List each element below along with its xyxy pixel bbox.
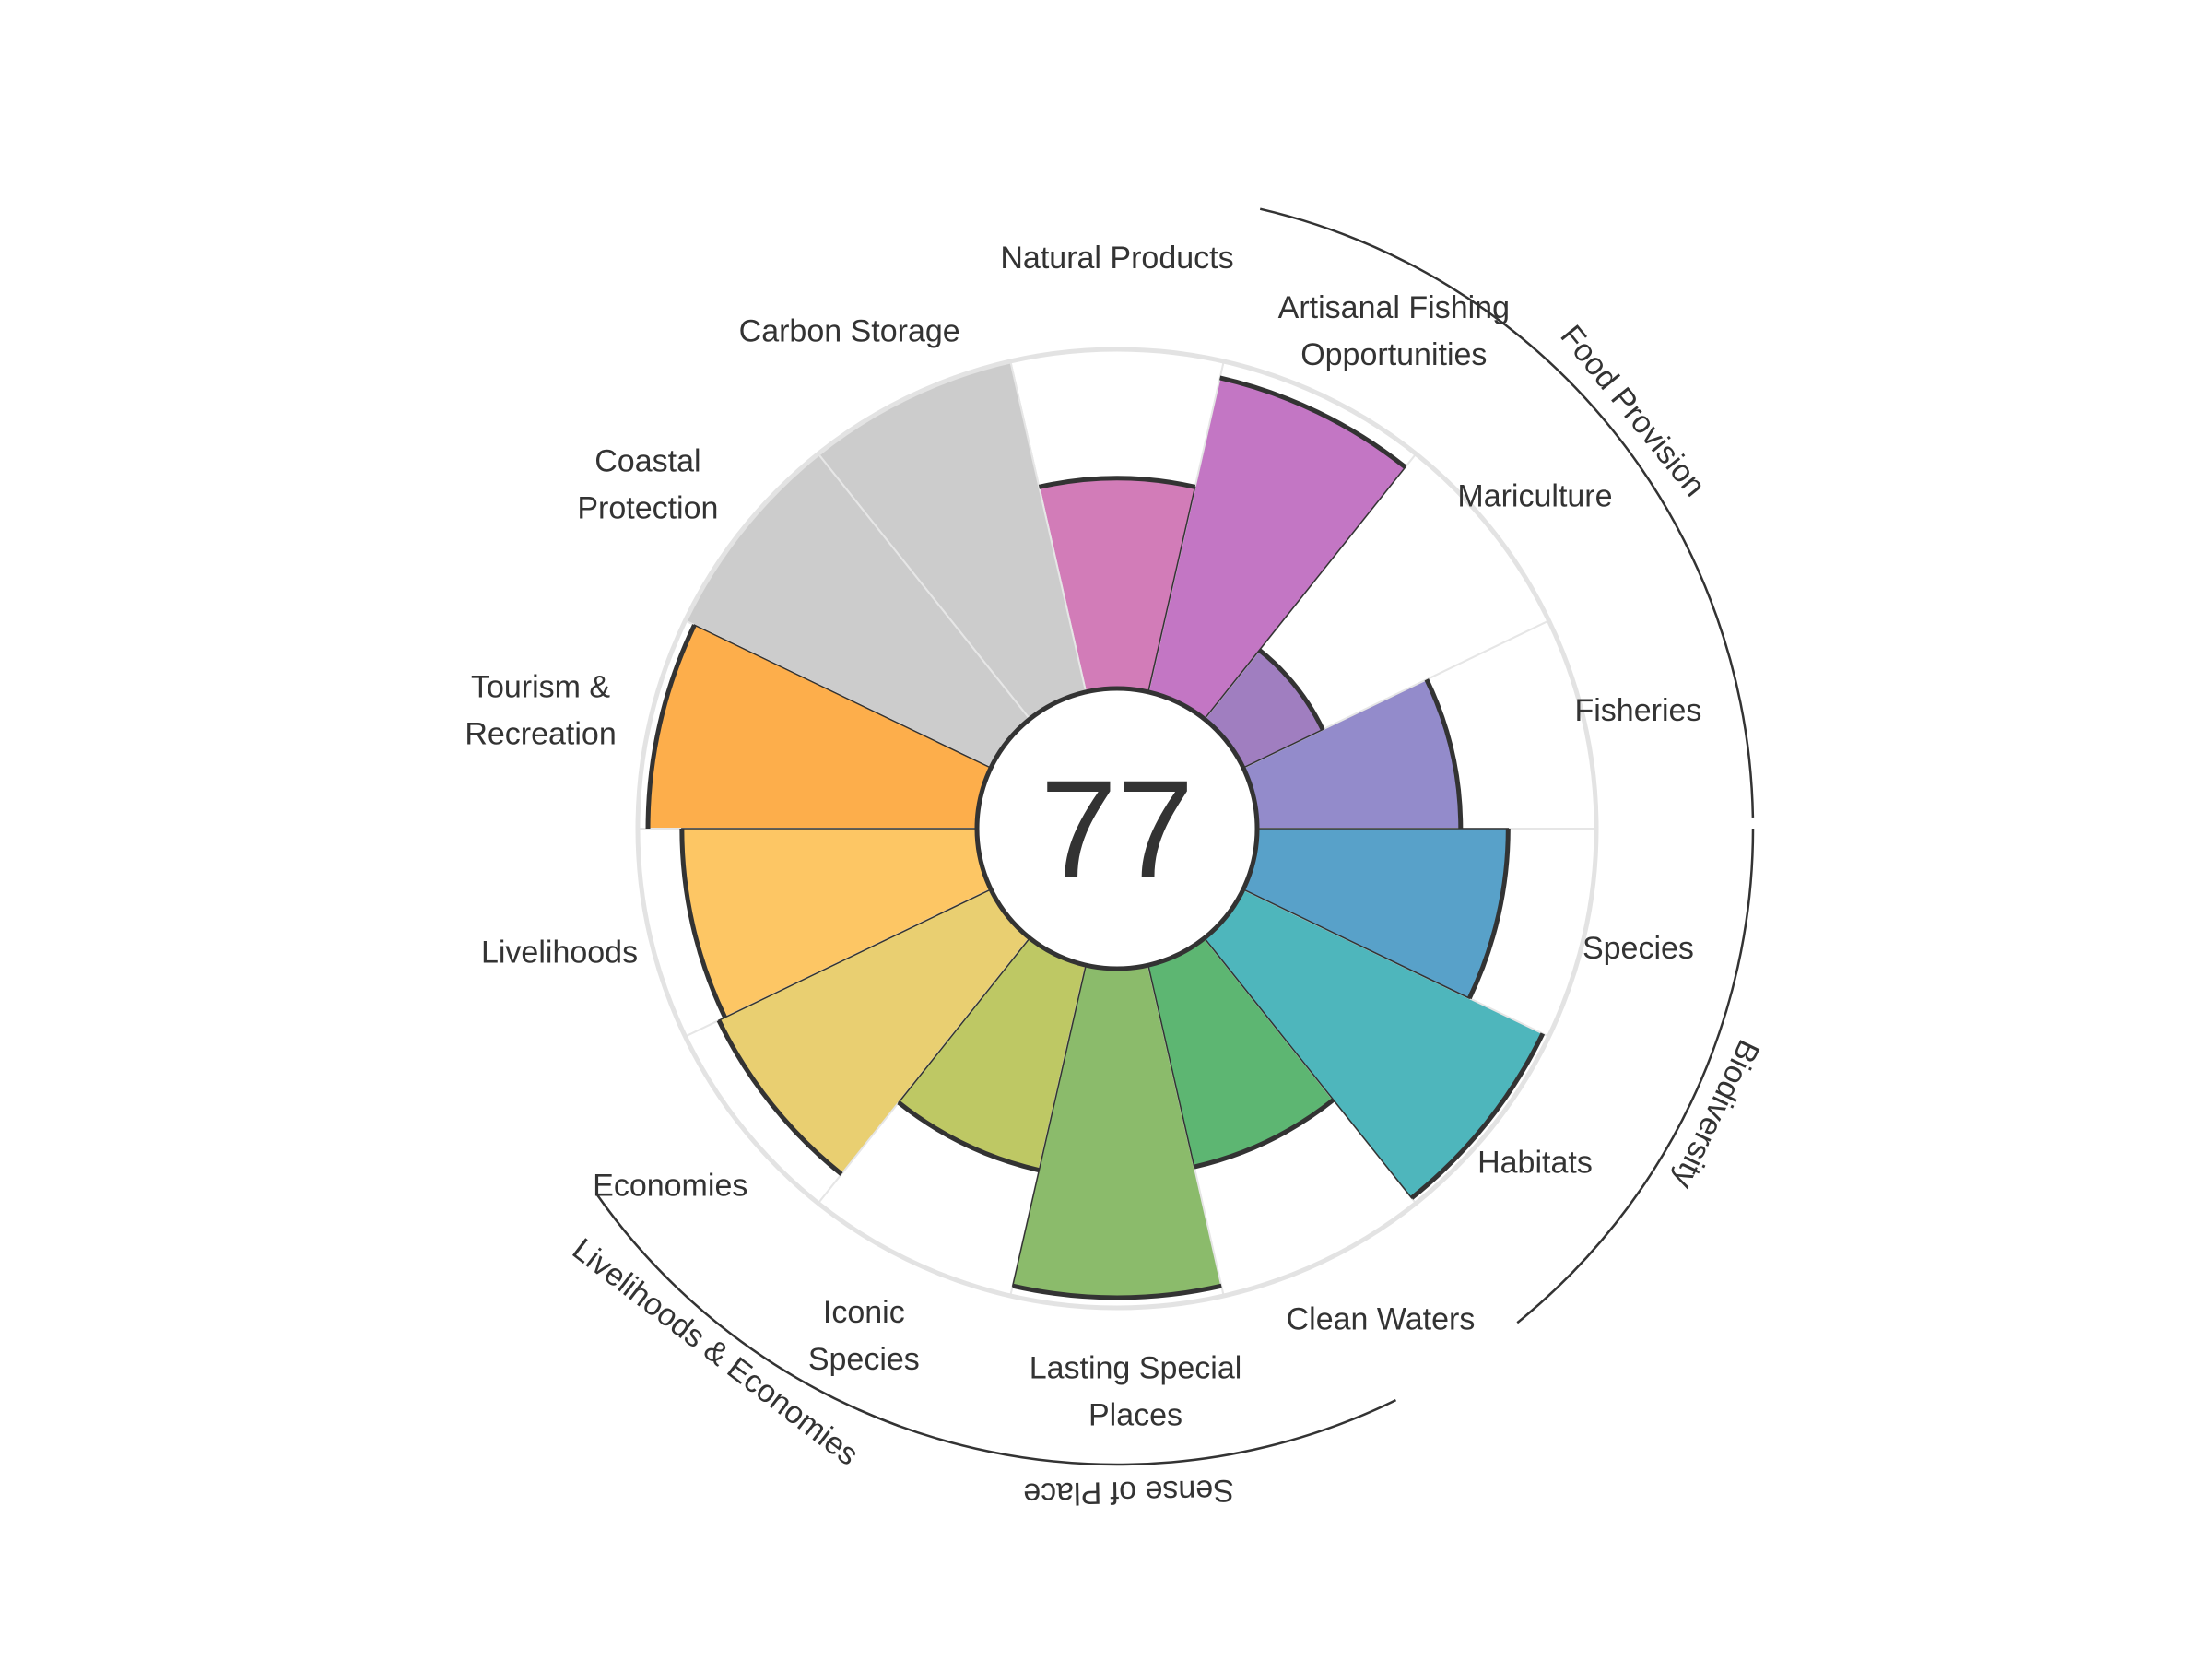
group-label-biodiversity: Biodiversity bbox=[1665, 1034, 1766, 1194]
goal-label-carbon-storage: Carbon Storage bbox=[739, 313, 960, 348]
group-arc-sense-of-place bbox=[857, 1399, 1397, 1466]
group-arc-biodiversity bbox=[1516, 828, 1755, 1324]
petal-outline-tourism-and-recreation bbox=[645, 624, 697, 830]
goal-label-economies: Economies bbox=[593, 1169, 747, 1204]
outer-gridline-circle bbox=[635, 347, 1599, 1311]
petal-outline-fisheries bbox=[1424, 678, 1464, 830]
goal-label-clean-waters: Clean Waters bbox=[1287, 1302, 1476, 1337]
goal-label-lasting-special-places: Lasting Special Places bbox=[1030, 1351, 1242, 1433]
goal-label-coastal-protection: Coastal Protection bbox=[577, 443, 718, 525]
petal-outline-artisanal-fishing-opportunities bbox=[1219, 375, 1407, 469]
goal-label-line: Artisanal Fishing bbox=[1278, 290, 1510, 325]
goal-label-artisanal-fishing-opportunities: Artisanal Fishing Opportunities bbox=[1278, 290, 1510, 372]
goal-label-natural-products: Natural Products bbox=[1000, 241, 1233, 276]
goal-label-line: Tourism & bbox=[471, 669, 610, 704]
goal-label-iconic-species: Iconic Species bbox=[808, 1295, 920, 1377]
goal-label-line: Recreation bbox=[465, 716, 616, 751]
goal-label-line: Carbon Storage bbox=[739, 313, 960, 348]
goal-label-line: Economies bbox=[593, 1169, 747, 1204]
goal-label-line: Lasting Special bbox=[1030, 1351, 1242, 1386]
petal-outline-iconic-species bbox=[897, 1100, 1040, 1173]
petal-outline-livelihoods bbox=[679, 828, 727, 1018]
petal-outline-species bbox=[1467, 828, 1511, 1000]
goal-label-line: Coastal bbox=[594, 443, 700, 478]
group-label-sense-of-place: Sense of Place bbox=[1023, 1473, 1234, 1512]
goal-labels-layer: Fisheries Mariculture Artisanal Fishing Opp… bbox=[465, 241, 1701, 1433]
goal-label-line: Livelihoods bbox=[481, 935, 638, 971]
goal-label-line: Protection bbox=[577, 490, 718, 525]
goal-label-line: Mariculture bbox=[1457, 478, 1612, 513]
goal-label-line: Natural Products bbox=[1000, 241, 1233, 276]
goal-label-line: Clean Waters bbox=[1287, 1302, 1476, 1337]
petal-outline-habitats bbox=[1410, 1032, 1546, 1200]
group-arc-food-provision bbox=[1259, 207, 1755, 818]
petal-outlines-layer bbox=[645, 375, 1546, 1300]
goal-label-line: Places bbox=[1088, 1398, 1182, 1433]
goal-label-tourism-and-recreation: Tourism & Recreation bbox=[465, 669, 616, 751]
goal-label-fisheries: Fisheries bbox=[1574, 693, 1701, 728]
goal-label-habitats: Habitats bbox=[1477, 1146, 1593, 1181]
goal-label-line: Habitats bbox=[1477, 1146, 1593, 1181]
petal-outline-clean-waters bbox=[1194, 1098, 1335, 1170]
center-score: 77 bbox=[1041, 751, 1194, 906]
group-label-food-provision: Food Provision bbox=[1553, 319, 1712, 503]
petals-layer bbox=[636, 348, 1598, 1309]
center-score-disc bbox=[974, 686, 1260, 971]
group-arc-livelihoods-and-economies bbox=[594, 1193, 900, 1428]
goal-label-line: Iconic bbox=[823, 1295, 905, 1330]
goal-label-line: Opportunities bbox=[1300, 337, 1487, 372]
goal-label-line: Fisheries bbox=[1574, 693, 1701, 728]
goal-label-mariculture: Mariculture bbox=[1457, 478, 1612, 513]
petal-outline-mariculture bbox=[1257, 648, 1325, 731]
goal-label-line: Species bbox=[808, 1342, 920, 1377]
petal-outline-lasting-special-places bbox=[1012, 1283, 1222, 1300]
petal-outline-economies bbox=[716, 1018, 843, 1176]
goal-label-species: Species bbox=[1583, 931, 1694, 966]
petal-outline-natural-products bbox=[1038, 476, 1196, 489]
goal-label-line: Species bbox=[1583, 931, 1694, 966]
goal-label-livelihoods: Livelihoods bbox=[481, 935, 638, 971]
